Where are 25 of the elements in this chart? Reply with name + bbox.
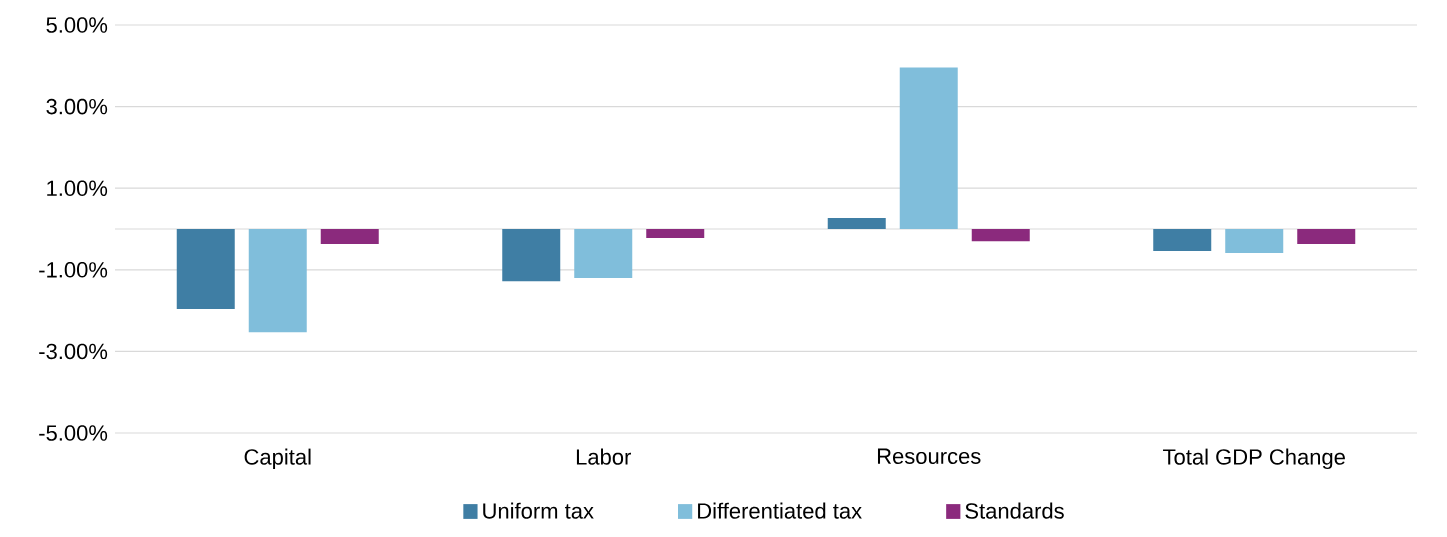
x-tick-label: Resources xyxy=(877,448,981,464)
legend-label: Standards xyxy=(965,502,1064,519)
bar xyxy=(1225,229,1284,254)
bar xyxy=(646,229,705,238)
bar xyxy=(971,229,1030,242)
y-tick-label: -1.00% xyxy=(39,262,108,278)
bar xyxy=(1153,229,1212,252)
bar xyxy=(574,229,633,278)
bar xyxy=(827,217,886,230)
bar xyxy=(320,229,379,245)
bar xyxy=(899,67,958,230)
x-tick-label: Total GDP Change xyxy=(1163,448,1345,470)
bar xyxy=(1297,229,1356,245)
y-tick-label: 3.00% xyxy=(46,98,108,115)
y-tick-label: 5.00% xyxy=(46,17,108,33)
bar xyxy=(176,229,235,309)
bar xyxy=(248,229,307,333)
y-tick-label: -5.00% xyxy=(39,425,108,441)
legend-label: Differentiated tax xyxy=(698,502,862,519)
y-tick-label: -3.00% xyxy=(39,343,108,360)
bar xyxy=(502,229,561,282)
y-tick-label: 1.00% xyxy=(47,180,108,196)
legend-label: Uniform tax xyxy=(483,502,594,519)
x-tick-label: Capital xyxy=(244,448,311,470)
x-tick-label: Labor xyxy=(576,448,632,465)
